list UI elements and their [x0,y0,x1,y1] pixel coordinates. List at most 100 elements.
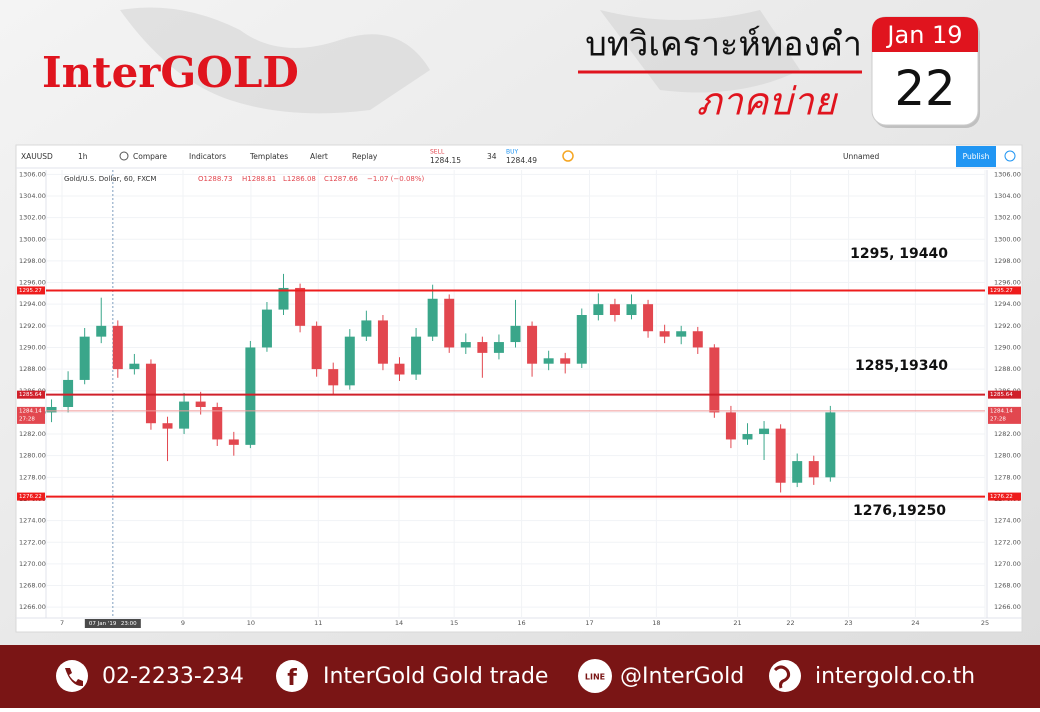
y-tick-label-right: 1296.00 [994,279,1021,287]
interval[interactable]: 1h [78,152,88,161]
y-tick-label-right: 1302.00 [994,214,1021,222]
price-label: 1284.14 [990,408,1013,414]
facebook-glyph: f [287,666,297,691]
phone-icon [56,660,88,692]
candle-body [278,287,289,310]
x-tick-label: 21 [733,619,741,627]
price-label: 1284.14 [19,408,42,414]
candle-body [510,325,521,343]
candle-body [145,363,156,424]
alert[interactable]: Alert [310,152,328,161]
price-label-box [988,406,1021,424]
footer-phone[interactable]: 02-2233-234 [102,664,244,689]
info-icon[interactable] [562,150,574,162]
y-tick-label-right: 1278.00 [994,473,1021,481]
calendar-top [872,17,978,52]
globe-icon [769,660,801,692]
y-tick-label-right: 1270.00 [994,560,1021,568]
buy-price[interactable]: 1284.49 [506,156,537,165]
x-tick-label: 16 [517,619,525,627]
candle-body [742,434,753,440]
cursor-date: 07 Jan '19 [89,621,117,627]
level-label-box [988,286,1021,295]
cursor-time: 23:00 [121,621,137,627]
x-tick-label: 23 [844,619,852,627]
candle-body [344,336,355,386]
replay[interactable]: Replay [352,152,378,161]
level-label: 1295.27 [19,288,42,294]
y-tick-label-right: 1274.00 [994,517,1021,525]
candle-body [361,320,372,337]
play-icon[interactable] [1004,150,1016,162]
candle-body [311,325,322,370]
candle-body [112,325,123,370]
x-tick-label: 9 [181,619,185,627]
legend-high: H1288.81 [242,175,276,183]
facebook-icon [276,660,308,692]
candle-body [792,461,803,483]
plot: 1266.00 1266.00 1268.00 1268.00 1270.00 1270.… [16,170,1022,628]
y-tick-label: 1306.00 [19,170,46,178]
y-tick-label-right: 1282.00 [994,430,1021,438]
y-tick-label-right: 1300.00 [994,235,1021,243]
sell-price[interactable]: 1284.15 [430,156,461,165]
x-tick-label: 11 [314,619,322,627]
footer-facebook[interactable]: InterGold Gold trade [323,664,548,689]
annotation: 1276,19250 [853,503,946,519]
price-countdown: 27:28 [19,416,35,422]
candle-body [775,428,786,483]
candle-body [808,461,819,478]
y-tick-label-right: 1272.00 [994,538,1021,546]
symbol[interactable]: XAUUSD [21,152,53,161]
publish-label[interactable]: Publish [963,152,990,161]
x-tick-label: 7 [60,619,64,627]
world-map [120,7,800,114]
buy-label[interactable]: BUY [506,149,519,156]
footer-website[interactable]: intergold.co.th [815,664,975,689]
y-tick-label: 1296.00 [19,279,46,287]
candle-body [576,315,587,364]
cursor-label-box [84,619,141,628]
candle-body [245,347,256,445]
calendar: Jan 19 22 [871,16,980,128]
x-tick-label: 25 [981,619,989,627]
y-tick-label-right: 1298.00 [994,257,1021,265]
candle-body [427,298,438,337]
y-tick-label: 1270.00 [19,560,46,568]
y-tick-label: 1274.00 [19,517,46,525]
candle-body [96,325,107,337]
legend-low: L1286.08 [283,175,316,183]
calendar-month: Jan 19 [885,21,962,49]
candle-body [63,379,74,407]
templates[interactable]: Templates [249,152,288,161]
y-tick-label-right: 1268.00 [994,582,1021,590]
candle-body [759,428,770,435]
candle-body [195,401,206,407]
compare[interactable]: Compare [133,152,167,161]
candle-body [179,401,190,429]
candle-body [676,331,687,337]
candle-body [477,342,488,353]
y-tick-label: 1300.00 [19,235,46,243]
level-label: 1295.27 [990,288,1013,294]
y-tick-label-right: 1306.00 [994,170,1021,178]
level-label: 1285.64 [19,392,42,398]
indicators[interactable]: Indicators [189,152,226,161]
level-label-box [988,390,1021,399]
x-tick-label: 17 [585,619,593,627]
candle-body [46,406,57,413]
y-tick-label: 1290.00 [19,343,46,351]
candle-body [825,412,836,478]
header-title: บทวิเคราะห์ทองคำ [585,25,862,65]
layout-name[interactable]: Unnamed [843,152,880,161]
y-tick-label-right: 1266.00 [994,603,1021,611]
candle-body [626,304,637,316]
y-tick-label: 1304.00 [19,192,46,200]
candle-body [527,325,538,364]
footer-line[interactable]: @InterGold [620,664,744,689]
publish-button[interactable] [956,146,996,167]
y-tick-label: 1280.00 [19,452,46,460]
sell-label[interactable]: SELL [430,149,445,156]
candle-body [212,406,223,440]
